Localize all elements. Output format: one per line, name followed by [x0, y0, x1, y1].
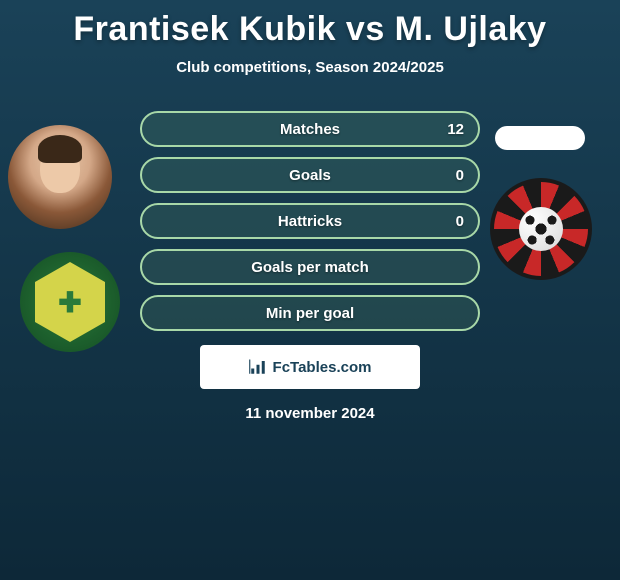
cross-icon: ✚: [58, 286, 81, 319]
stat-row-hattricks: Hattricks 0: [140, 203, 480, 239]
left-player-photo: [8, 125, 112, 229]
stat-row-goals: Goals 0: [140, 157, 480, 193]
date: 11 november 2024: [0, 405, 620, 422]
watermark-text: FcTables.com: [273, 359, 372, 376]
left-club-logo: ✚: [20, 252, 120, 352]
stat-row-matches: Matches 12: [140, 111, 480, 147]
stat-label: Hattricks: [278, 213, 342, 230]
stat-value-right: 0: [456, 213, 464, 230]
stat-label: Goals: [289, 167, 331, 184]
stat-label: Min per goal: [266, 305, 354, 322]
stats-container: Matches 12 Goals 0 Hattricks 0 Goals per…: [140, 111, 480, 331]
stat-label: Goals per match: [251, 259, 369, 276]
watermark[interactable]: FcTables.com: [200, 345, 420, 389]
stat-value-right: 12: [447, 121, 464, 138]
stat-row-min-per-goal: Min per goal: [140, 295, 480, 331]
ball-pattern-icon: [519, 207, 563, 251]
stat-label: Matches: [280, 121, 340, 138]
soccer-ball-icon: [519, 207, 563, 251]
page-title: Frantisek Kubik vs M. Ujlaky: [0, 0, 620, 49]
subtitle: Club competitions, Season 2024/2025: [0, 59, 620, 76]
player-face-icon: [8, 125, 112, 229]
club-shield-icon: ✚: [35, 262, 105, 342]
stat-value-right: 0: [456, 167, 464, 184]
right-club-logo: [490, 178, 592, 280]
right-player-photo: [495, 126, 585, 150]
chart-icon: [249, 358, 267, 376]
stat-row-goals-per-match: Goals per match: [140, 249, 480, 285]
